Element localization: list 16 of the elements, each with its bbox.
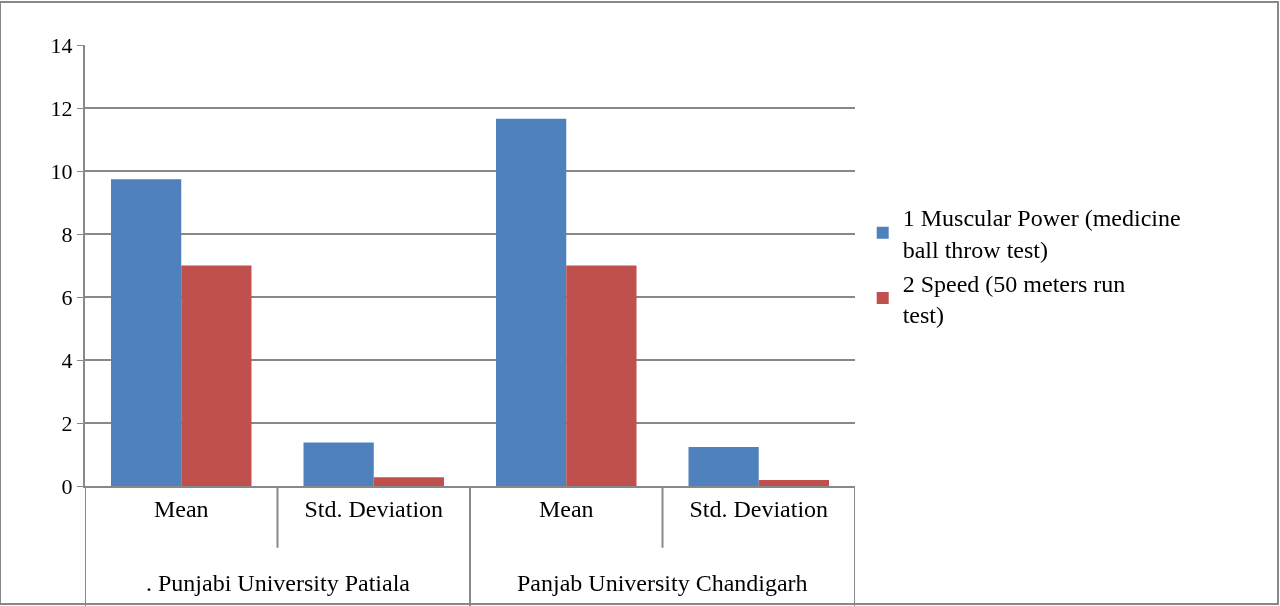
x-tick-label: Std. Deviation xyxy=(689,495,829,522)
x-tick-label: Std. Deviation xyxy=(304,495,444,522)
legend-label: 1 Muscular Power (medicine ball throw test) xyxy=(902,205,1181,263)
y-tick-label: 10 xyxy=(50,158,73,184)
x-tick-label: Mean xyxy=(153,495,209,522)
y-tick-label: 8 xyxy=(61,221,73,247)
y-tick-label: 12 xyxy=(50,95,73,121)
y-tick-label: 4 xyxy=(61,347,73,373)
legend-label: 2 Speed (50 meters run test) xyxy=(902,270,1126,329)
text: Panjab University Chandigarh xyxy=(517,570,808,596)
y-tick-label: 0 xyxy=(61,473,73,499)
text: . Punjabi University Patiala xyxy=(146,570,411,596)
y-tick-label: 2 xyxy=(61,410,73,436)
y-tick-label: 14 xyxy=(50,32,73,58)
y-tick-label: 6 xyxy=(61,284,73,310)
x-tick-label: Mean xyxy=(538,495,594,522)
